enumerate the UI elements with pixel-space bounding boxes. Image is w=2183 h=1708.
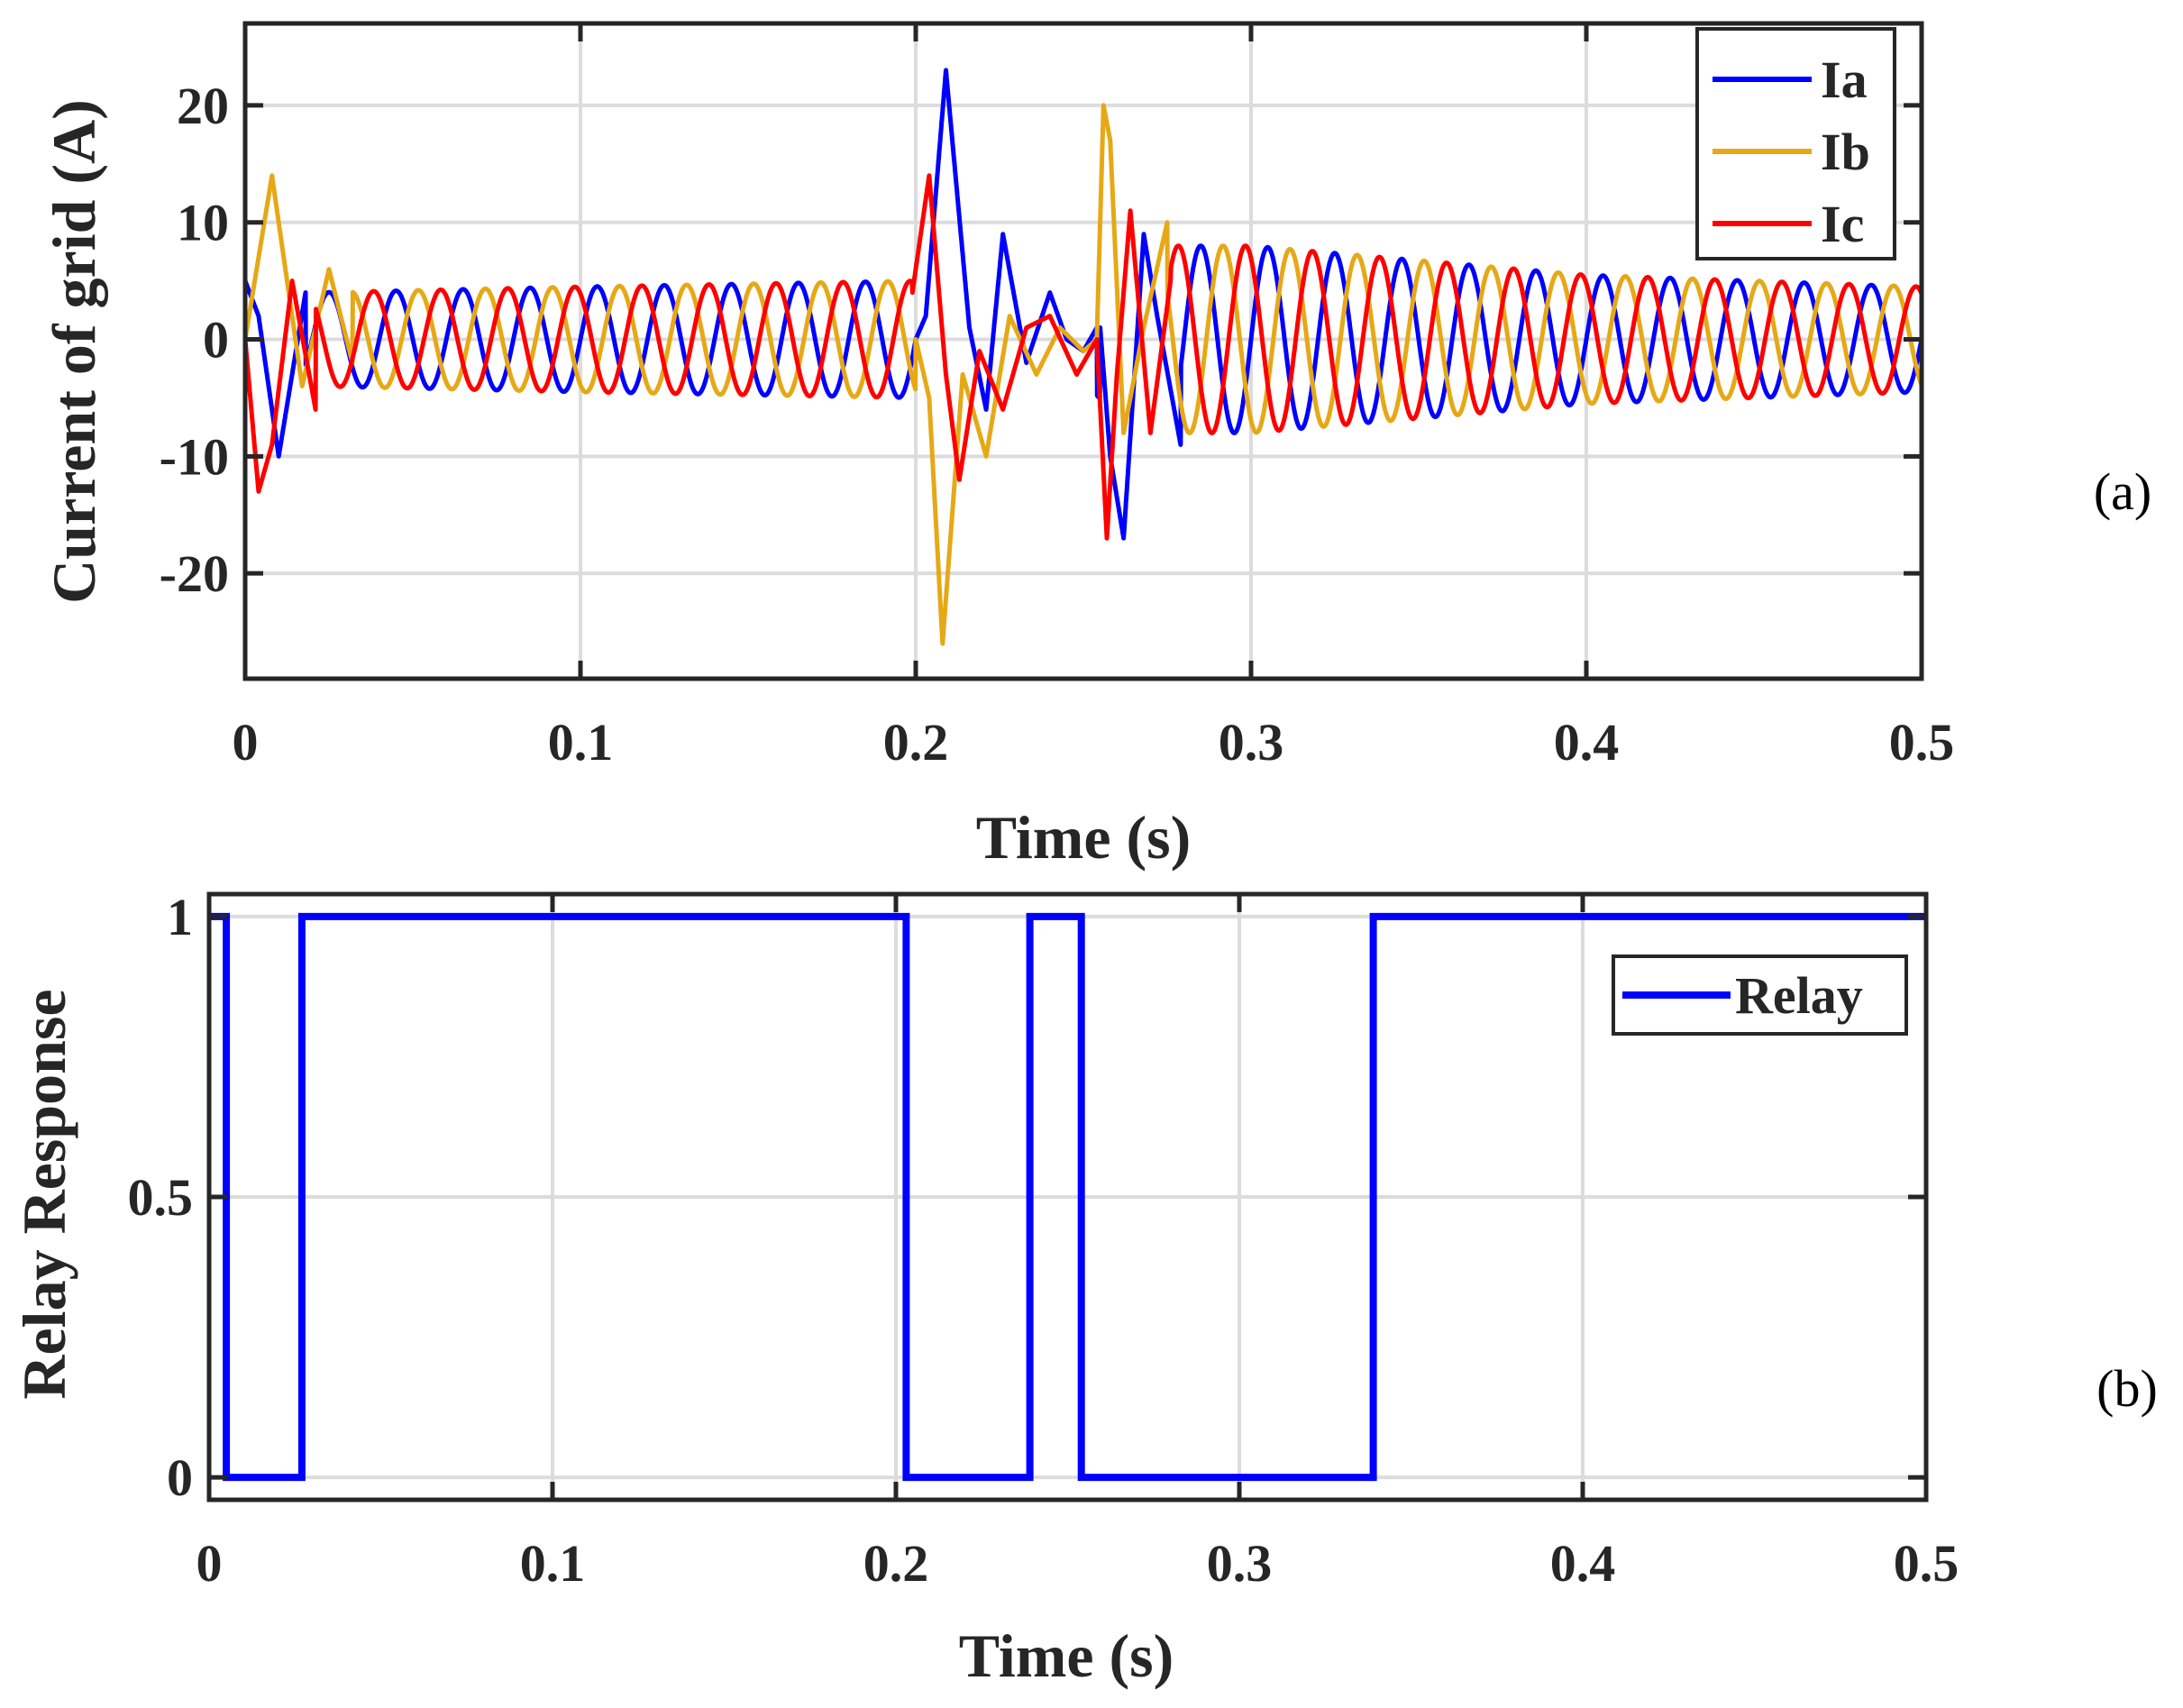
y-tick-label: 0.5 [128, 1168, 194, 1227]
legend-label-ia: Ia [1821, 50, 1868, 109]
x-tick-label: 0.1 [548, 713, 614, 772]
panel-a-legend-box [1695, 27, 1896, 260]
series-line-ib [242, 103, 1924, 646]
series-line-ic [242, 173, 1924, 541]
panel-a-label: (a) [2094, 462, 2151, 521]
x-tick-label: 0 [196, 1534, 223, 1593]
panel-b-ylabel: Relay Response [10, 989, 78, 1399]
series-line-ia [242, 68, 1924, 541]
x-tick-label: 0.5 [1894, 1534, 1959, 1593]
panel-a-legend: Ia Ib Ic [1695, 27, 1896, 260]
x-tick-label: 0.3 [1219, 713, 1284, 772]
x-tick-label: 0 [233, 713, 259, 772]
panel-a-current-chart: 0 0.1 0.2 0.3 0.4 0.5 20 10 0 -10 -20 Time (s) Cur… [40, 21, 2151, 872]
x-tick-label: 0.1 [520, 1534, 586, 1593]
legend-label-ic: Ic [1821, 195, 1864, 253]
panel-b-relay-chart: 0 0.1 0.2 0.3 0.4 0.5 1 0.5 0 Time (s) Relay Res… [10, 888, 2158, 1690]
panel-a-frame [242, 21, 1924, 681]
legend-label-relay: Relay [1735, 966, 1863, 1025]
panel-a-ticks: 0 0.1 0.2 0.3 0.4 0.5 20 10 0 -10 -20 [160, 23, 1955, 772]
y-tick-label: 1 [167, 888, 193, 946]
panel-b-ticks: 0 0.1 0.2 0.3 0.4 0.5 1 0.5 0 [128, 888, 1959, 1593]
x-tick-label: 0.2 [863, 1534, 929, 1593]
x-tick-label: 0.3 [1207, 1534, 1273, 1593]
y-tick-label: -10 [160, 427, 229, 486]
y-tick-label: 10 [177, 194, 229, 252]
panel-b-series [209, 912, 1926, 1482]
y-tick-label: -20 [160, 544, 229, 603]
series-line-relay [209, 912, 1926, 1482]
y-tick-label: 20 [177, 77, 229, 135]
y-tick-label: 0 [203, 311, 229, 370]
panel-b-label: (b) [2096, 1359, 2158, 1418]
panel-a-series [242, 68, 1924, 646]
y-tick-label: 0 [167, 1448, 193, 1507]
panel-a-ylabel: Current of grid (A) [40, 99, 108, 604]
legend-label-ib: Ib [1821, 123, 1870, 181]
panel-a-xlabel: Time (s) [976, 803, 1192, 872]
panel-b-xlabel: Time (s) [959, 1621, 1174, 1690]
panel-b-legend: Relay [1612, 954, 1908, 1036]
x-tick-label: 0.5 [1889, 713, 1955, 772]
x-tick-label: 0.2 [883, 713, 949, 772]
x-tick-label: 0.4 [1554, 713, 1620, 772]
x-tick-label: 0.4 [1550, 1534, 1616, 1593]
